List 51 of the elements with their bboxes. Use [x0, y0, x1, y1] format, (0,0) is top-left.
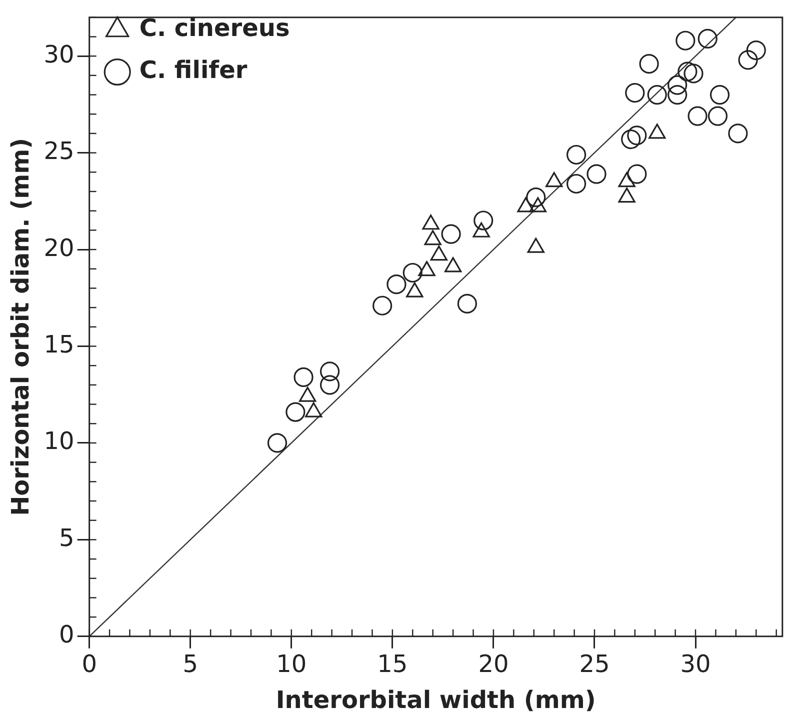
y-tick-label: 20	[44, 234, 74, 262]
point	[708, 106, 728, 126]
x-tick-label: 5	[182, 650, 198, 678]
point	[684, 64, 704, 84]
y-axis-title: Horizontal orbit diam. (mm)	[6, 138, 35, 516]
point	[526, 187, 546, 208]
y-tick-label: 5	[59, 524, 74, 552]
point	[566, 144, 586, 165]
point	[738, 50, 758, 70]
legend-label: C. cinereus	[139, 14, 290, 42]
point	[746, 40, 766, 60]
point	[647, 84, 667, 105]
point	[320, 375, 340, 395]
x-tick-label: 20	[478, 650, 509, 678]
point	[627, 164, 647, 184]
point	[639, 54, 659, 74]
point	[386, 274, 406, 294]
point	[676, 30, 696, 50]
point	[441, 224, 461, 244]
point	[286, 402, 306, 422]
point	[457, 294, 477, 314]
point	[566, 174, 586, 194]
point	[678, 62, 698, 82]
x-tick-label: 0	[82, 650, 97, 678]
point	[621, 129, 641, 150]
point	[698, 28, 718, 48]
y-tick-label: 0	[59, 620, 74, 649]
point	[586, 164, 606, 184]
point	[625, 83, 645, 103]
y-tick-label: 30	[44, 40, 74, 68]
x-tick-label: 25	[579, 650, 610, 678]
point	[627, 126, 647, 146]
point	[267, 433, 288, 453]
point	[402, 262, 422, 283]
y-tick-label: 25	[44, 137, 74, 166]
y-tick-label: 15	[44, 330, 74, 358]
point	[688, 106, 708, 126]
point	[668, 75, 688, 95]
point	[728, 124, 748, 144]
point	[294, 367, 314, 387]
y-tick-label: 10	[44, 427, 74, 456]
x-tick-label: 30	[680, 650, 711, 678]
x-tick-label: 15	[377, 650, 408, 678]
point	[668, 84, 688, 105]
point	[474, 210, 494, 230]
point	[710, 84, 730, 105]
legend-label: C. filifer	[139, 56, 248, 84]
point	[372, 296, 392, 316]
x-tick-label: 10	[276, 650, 307, 678]
point	[320, 362, 340, 382]
x-axis-title: Interorbital width (mm)	[276, 686, 596, 714]
